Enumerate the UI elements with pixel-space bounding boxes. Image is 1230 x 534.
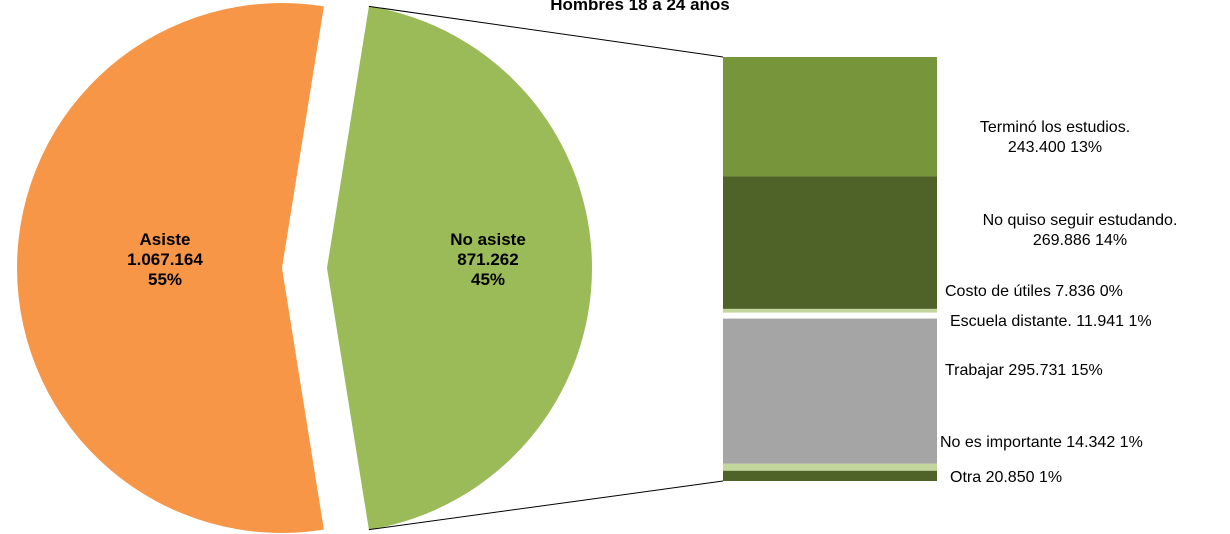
pie-label-asiste: Asiste 1.067.164 55% (127, 230, 203, 289)
breakdown-label-trabajar: Trabajar 295.731 15% (945, 362, 1103, 379)
bar-segment-trabajar (723, 318, 937, 464)
connector-line-top (368, 5, 724, 58)
pie-layer: Asiste 1.067.164 55% No asiste 871.262 45% (17, 3, 593, 534)
bar-segment-escuela-distante (723, 312, 937, 319)
connector-line-bottom (368, 480, 724, 531)
breakdown-bar (723, 57, 937, 481)
connector-layer (368, 5, 724, 531)
pie-slice-no-asiste (327, 6, 593, 530)
bar-segment-no-es-importante (723, 463, 937, 471)
breakdown-label-termino-los-estudios: Terminó los estudios. 243.400 13% (980, 119, 1130, 156)
breakdown-label-otra: Otra 20.850 1% (950, 469, 1062, 486)
breakdown-label-escuela-distante: Escuela distante. 11.941 1% (950, 313, 1152, 330)
breakdown-labels: Terminó los estudios. 243.400 13% No quiso… (940, 119, 1177, 486)
pie-label-no-asiste: No asiste 871.262 45% (450, 230, 526, 289)
breakdown-label-costo-de-utiles: Costo de útiles 7.836 0% (945, 283, 1123, 300)
breakdown-label-no-quiso-seguir-estudando: No quiso seguir estudando. 269.886 14% (983, 212, 1178, 249)
breakdown-label-no-es-importante: No es importante 14.342 1% (940, 434, 1143, 451)
chart-title: Hombres 18 a 24 años (550, 0, 730, 14)
bar-segment-termino-los-estudios (723, 57, 937, 177)
bar-segment-otra (723, 470, 937, 481)
bar-segment-no-quiso-seguir-estudando (723, 176, 937, 309)
pie-slice-asiste (17, 3, 324, 534)
bar-segment-costo-de-utiles (723, 308, 937, 313)
